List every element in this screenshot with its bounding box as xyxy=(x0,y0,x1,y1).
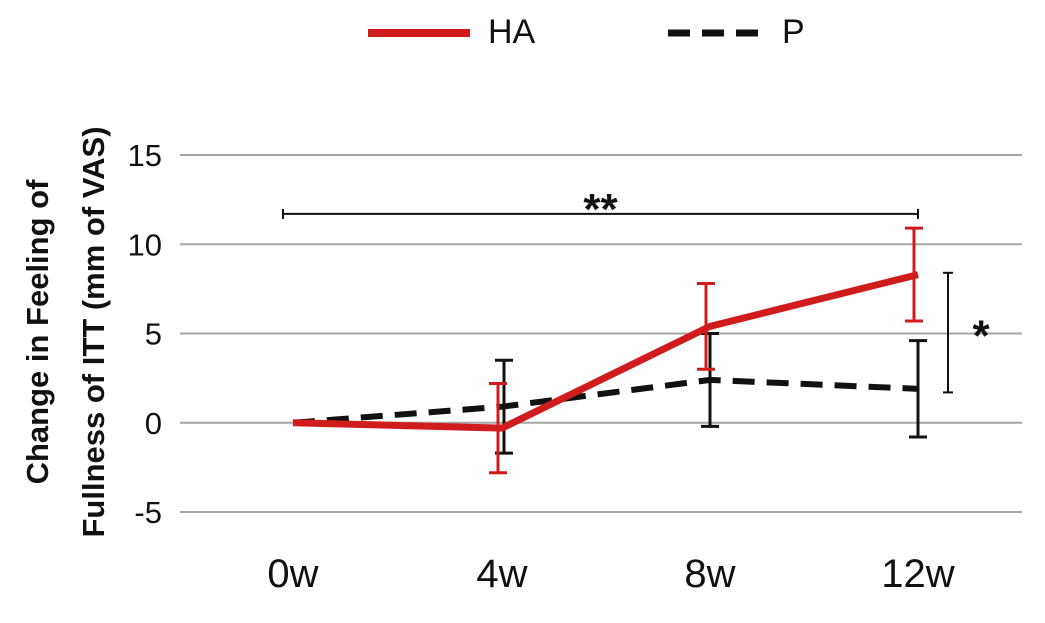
significance-label: ** xyxy=(583,185,618,234)
series-line-HA xyxy=(292,271,919,432)
y-axis-title-line1: Change in Feeling of xyxy=(20,179,55,485)
x-tick-label: 12w xyxy=(881,552,954,596)
legend: HA P xyxy=(368,13,805,51)
legend-label-HA: HA xyxy=(488,13,536,51)
y-axis-title-line2: Fullness of ITT (mm of VAS) xyxy=(76,126,111,537)
legend-label-P: P xyxy=(782,13,805,51)
y-tick-label: 15 xyxy=(128,138,162,173)
series-line-P xyxy=(292,376,919,426)
y-tick-label: 0 xyxy=(145,406,162,441)
y-tick-label: -5 xyxy=(134,495,162,530)
x-axis: 0w 4w 8w 12w xyxy=(267,552,954,596)
y-axis: -5 0 5 10 15 xyxy=(128,138,162,530)
significance-label: * xyxy=(972,312,990,361)
y-axis-title: Change in Feeling of Fullness of ITT (mm… xyxy=(20,126,111,537)
y-tick-label: 5 xyxy=(145,317,162,352)
x-tick-label: 4w xyxy=(476,552,527,596)
series xyxy=(292,226,927,475)
x-tick-label: 8w xyxy=(684,552,735,596)
x-tick-label: 0w xyxy=(267,552,318,596)
y-tick-label: 10 xyxy=(128,227,162,262)
annotations: *** xyxy=(282,185,990,394)
